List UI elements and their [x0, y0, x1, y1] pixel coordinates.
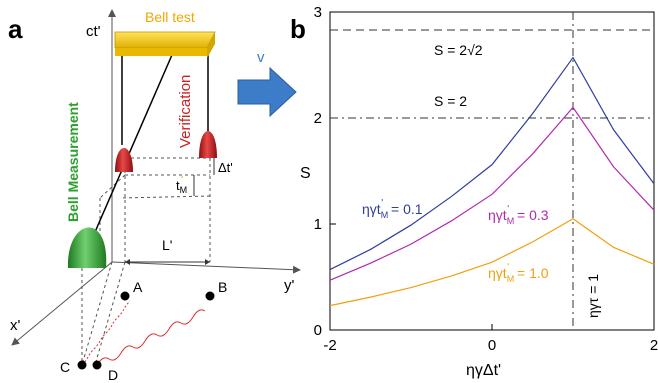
bell-test-link-diagonal — [94, 47, 176, 233]
y-tick-label: 0 — [314, 322, 322, 339]
verification-detector-right — [199, 131, 217, 158]
event-point-c — [77, 360, 87, 370]
series-lines — [329, 56, 655, 307]
annotation-vertical: ηγτ = 1 — [585, 274, 601, 318]
y-axis-label: y' — [284, 277, 295, 294]
velocity-label: v — [257, 49, 265, 66]
timing-guides — [81, 157, 211, 366]
length-label: L' — [162, 237, 172, 253]
y-axis-title: S — [300, 165, 311, 182]
x-axis — [11, 261, 113, 346]
x-axis-title: ηγΔt' — [466, 362, 501, 379]
event-point-a — [120, 291, 130, 301]
x-tick-label: 0 — [488, 337, 496, 354]
x-tick-label: -2 — [323, 337, 336, 354]
velocity-arrow-shape — [237, 66, 297, 118]
legend-label-2: ηγtM' = 1.0 — [488, 262, 549, 284]
delta-t-label: Δt' — [218, 160, 233, 175]
legend-label-0: ηγtM' = 0.1 — [362, 198, 423, 220]
point-label-d: D — [108, 367, 118, 383]
velocity-arrow: v — [237, 49, 297, 118]
series-line-1 — [329, 106, 655, 281]
point-label-c: C — [60, 359, 70, 375]
x-tick-label: 2 — [650, 337, 658, 354]
y-tick-label: 2 — [314, 110, 322, 127]
tm-label: tM' — [176, 175, 187, 195]
annotation-tsirelson: S = 2√2 — [434, 42, 483, 58]
y-axis — [111, 261, 301, 274]
verification-label: Verification — [177, 75, 194, 148]
panel-a-label: a — [8, 14, 23, 44]
legend-label-1: ηγtM' = 0.3 — [488, 204, 549, 226]
y-tick-label: 1 — [314, 216, 322, 233]
time-axis-label: ct' — [86, 23, 101, 40]
panel-b-label: b — [290, 14, 306, 44]
series-line-0 — [329, 56, 655, 271]
bell-test-label: Bell test — [145, 9, 195, 25]
series-line-2 — [329, 217, 655, 307]
y-tick-label: 3 — [314, 4, 322, 21]
panel-a: a ct' y' x' L' Δt' tM' — [8, 9, 301, 383]
bell-test-bar — [114, 31, 216, 49]
point-label-b: B — [218, 279, 227, 295]
photon-path-db — [96, 309, 206, 366]
annotation-classical: S = 2 — [434, 93, 467, 109]
point-label-a: A — [133, 279, 143, 295]
event-point-b — [205, 291, 215, 301]
x-axis-label: x' — [10, 317, 21, 334]
event-point-d — [92, 360, 102, 370]
plot-frame — [329, 11, 655, 331]
bell-measurement-detector — [67, 227, 107, 268]
bell-measurement-label: Bell Measurement — [65, 102, 81, 222]
verification-detector-left — [115, 148, 133, 172]
reference-lines — [330, 12, 654, 330]
photon-path-ca — [81, 300, 131, 366]
